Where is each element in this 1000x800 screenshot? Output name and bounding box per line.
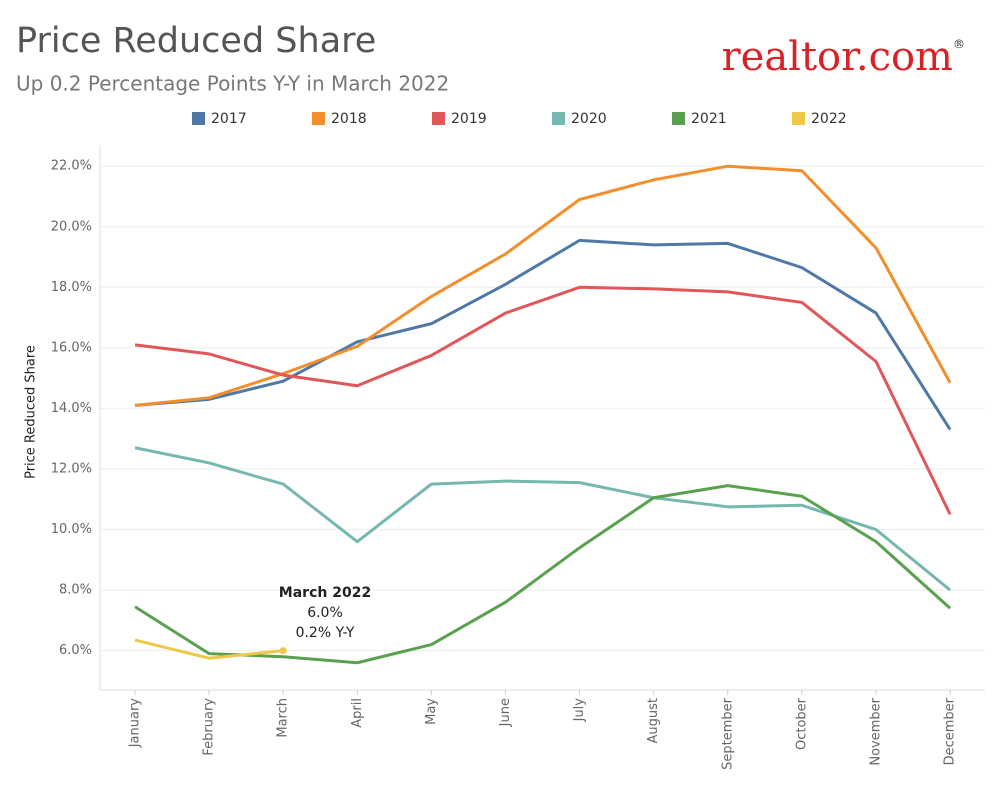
x-tick-label: January xyxy=(128,698,143,749)
logo-suffix: .com xyxy=(856,34,953,80)
y-tick-label: 14.0% xyxy=(51,401,92,416)
y-tick-label: 8.0% xyxy=(59,583,92,598)
end-point xyxy=(279,647,287,655)
series-line xyxy=(134,238,952,431)
legend-label: 2019 xyxy=(451,111,487,127)
x-tick-label: September xyxy=(720,697,735,770)
legend-swatch xyxy=(792,112,805,125)
x-tick-label: March xyxy=(276,698,291,738)
series-line xyxy=(134,164,952,407)
chart-title: Price Reduced Share xyxy=(16,21,376,61)
x-tick-label: May xyxy=(424,698,439,725)
logo-brand: realtor xyxy=(722,34,862,80)
logo: realtor.com® xyxy=(722,34,965,80)
y-tick-label: 22.0% xyxy=(51,159,92,174)
legend-swatch xyxy=(552,112,565,125)
x-tick-label: August xyxy=(646,698,661,744)
annotation: 0.2% Y-Y xyxy=(296,625,355,641)
y-tick-label: 16.0% xyxy=(51,340,92,355)
series-line xyxy=(134,446,952,592)
chart-subtitle: Up 0.2 Percentage Points Y-Y in March 20… xyxy=(16,72,449,96)
y-tick-label: 20.0% xyxy=(51,219,92,234)
legend-swatch xyxy=(192,112,205,125)
legend-label: 2021 xyxy=(691,111,727,127)
y-tick-label: 12.0% xyxy=(51,461,92,476)
legend-label: 2017 xyxy=(211,111,247,127)
logo-mark: ® xyxy=(953,37,965,51)
annotation: 6.0% xyxy=(307,605,343,621)
y-tick-label: 10.0% xyxy=(51,522,92,537)
y-axis-label: Price Reduced Share xyxy=(24,345,39,479)
x-tick-label: April xyxy=(350,698,365,728)
series-line xyxy=(134,638,284,660)
x-tick-label: November xyxy=(869,697,884,765)
legend-label: 2020 xyxy=(571,111,607,127)
legend-swatch xyxy=(672,112,685,125)
series-line xyxy=(134,484,952,665)
x-tick-label: July xyxy=(572,698,587,723)
y-tick-label: 18.0% xyxy=(51,280,92,295)
series-line xyxy=(134,285,952,516)
legend-swatch xyxy=(432,112,445,125)
y-tick-label: 6.0% xyxy=(59,643,92,658)
legend-swatch xyxy=(312,112,325,125)
x-tick-label: December xyxy=(943,697,958,765)
legend-label: 2018 xyxy=(331,111,367,127)
x-tick-label: October xyxy=(794,697,809,750)
x-tick-label: February xyxy=(202,698,217,756)
legend-label: 2022 xyxy=(811,111,847,127)
x-tick-label: June xyxy=(498,698,513,727)
annotation: March 2022 xyxy=(279,585,371,601)
